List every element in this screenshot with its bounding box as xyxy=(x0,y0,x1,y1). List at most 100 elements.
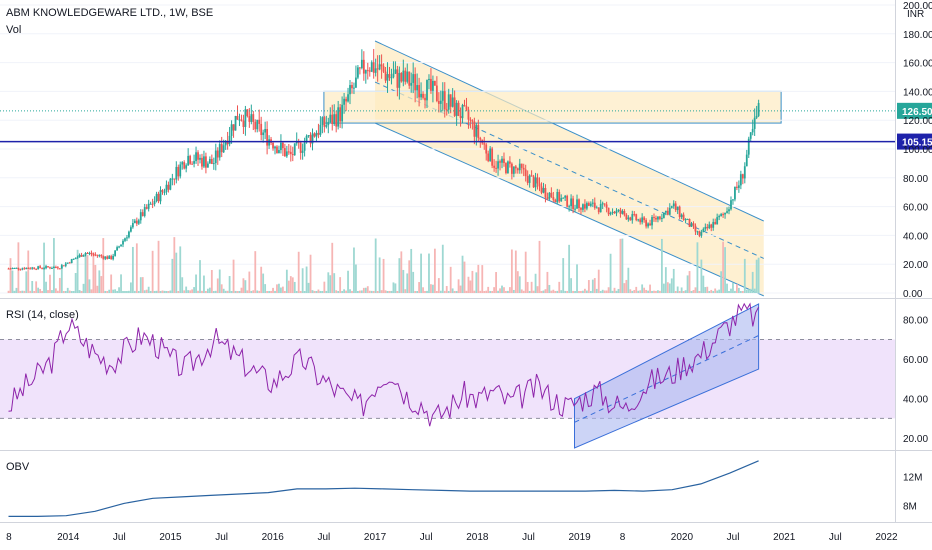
candle-body xyxy=(84,253,87,256)
candle-body xyxy=(587,203,590,206)
candle-body xyxy=(351,85,353,89)
obv-pane[interactable]: 8M 12M xyxy=(8,460,923,517)
volume-bar xyxy=(593,278,596,293)
volume-bar xyxy=(580,291,582,293)
candle-body xyxy=(122,240,124,245)
volume-bar xyxy=(631,290,634,293)
volume-bar xyxy=(201,290,203,293)
candle-body xyxy=(544,188,547,198)
candle-body xyxy=(469,119,472,121)
price-tick-label: 60.00 xyxy=(903,203,928,214)
candle-body xyxy=(268,139,270,146)
volume-bar xyxy=(392,282,395,293)
candle-body xyxy=(357,67,359,78)
volume-bar xyxy=(41,290,43,293)
volume-bar xyxy=(80,290,83,293)
volume-bar xyxy=(230,290,233,293)
time-tick-label: Jul xyxy=(420,532,433,543)
candle-body xyxy=(238,119,241,121)
candle-body xyxy=(489,148,492,162)
price-levels[interactable]: 105.15 126.50 xyxy=(0,102,932,150)
candle-body xyxy=(710,224,713,228)
volume-bar xyxy=(224,290,227,293)
candle-body xyxy=(512,166,515,174)
candle-body xyxy=(611,211,614,213)
volume-bar xyxy=(102,238,105,293)
volume-bar xyxy=(745,289,748,293)
candle-body xyxy=(485,144,488,154)
volume-bar xyxy=(343,289,345,293)
volume-bar xyxy=(96,285,99,293)
volume-bar xyxy=(199,260,201,293)
candle-body xyxy=(53,266,55,269)
candle-body xyxy=(459,116,462,119)
volume-bar xyxy=(372,290,375,293)
candle-body xyxy=(299,142,302,153)
volume-bar xyxy=(465,290,468,293)
volume-bar xyxy=(384,290,387,293)
volume-bar xyxy=(660,238,663,293)
volume-bar xyxy=(684,290,687,293)
candle-body xyxy=(25,267,28,270)
volume-bar xyxy=(108,289,111,293)
candle-body xyxy=(147,203,150,209)
candle-body xyxy=(524,169,527,177)
candle-body xyxy=(94,254,97,256)
volume-bar xyxy=(124,290,126,293)
candle-body xyxy=(558,191,561,202)
candle-body xyxy=(112,255,115,260)
volume-bar xyxy=(329,275,332,293)
candle-body xyxy=(214,150,217,164)
volume-bar xyxy=(307,282,310,293)
candle-body xyxy=(437,101,440,104)
volume-bar xyxy=(39,288,42,293)
volume-bar xyxy=(66,287,69,293)
candle-body xyxy=(737,185,740,188)
candle-body xyxy=(625,214,628,220)
candle-body xyxy=(376,68,379,70)
time-axis[interactable]: 8 2014 Jul 2015 Jul 2016 Jul 2017 Jul 2018 Jul 2019… xyxy=(6,532,898,543)
candle-body xyxy=(501,158,503,163)
volume-bar xyxy=(141,277,144,293)
volume-bar xyxy=(317,289,320,293)
candle-body xyxy=(739,174,742,186)
candle-body xyxy=(593,202,596,208)
volume-bar xyxy=(13,290,16,293)
candle-body xyxy=(96,254,99,256)
volume-bar xyxy=(635,286,638,293)
candlestick-series[interactable] xyxy=(7,48,760,271)
candle-body xyxy=(106,256,109,259)
candle-body xyxy=(520,163,523,168)
candle-body xyxy=(72,258,75,260)
candle-body xyxy=(291,154,294,156)
volume-bar xyxy=(615,290,618,293)
volume-bar xyxy=(433,248,436,293)
volume-bar xyxy=(485,290,488,293)
candle-body xyxy=(285,151,288,157)
volume-bar xyxy=(459,285,462,293)
candle-body xyxy=(447,94,450,110)
candle-body xyxy=(741,174,744,179)
candle-body xyxy=(382,66,385,72)
candle-body xyxy=(262,132,265,136)
volume-bar xyxy=(714,288,717,293)
time-tick-label: 2017 xyxy=(364,532,387,543)
volume-bar xyxy=(347,270,349,293)
candle-body xyxy=(155,193,158,202)
candle-body xyxy=(327,122,330,126)
candle-body xyxy=(613,211,616,214)
candle-body xyxy=(582,204,584,210)
candle-body xyxy=(31,267,34,269)
volume-bar xyxy=(507,290,509,293)
price-axis[interactable]: 0.00 20.00 40.00 60.00 80.00 100.00 120.00 140.… xyxy=(903,1,932,300)
volume-bar xyxy=(532,290,535,293)
candle-body xyxy=(104,256,107,259)
candle-body xyxy=(100,255,103,257)
volume-bar xyxy=(686,275,689,293)
volume-bar xyxy=(483,290,486,293)
volume-bar xyxy=(617,288,620,293)
volume-bar xyxy=(601,289,604,293)
rsi-pane[interactable]: 20.00 40.00 60.00 80.00 xyxy=(0,302,928,449)
candle-body xyxy=(17,267,20,270)
candle-body xyxy=(175,166,178,180)
